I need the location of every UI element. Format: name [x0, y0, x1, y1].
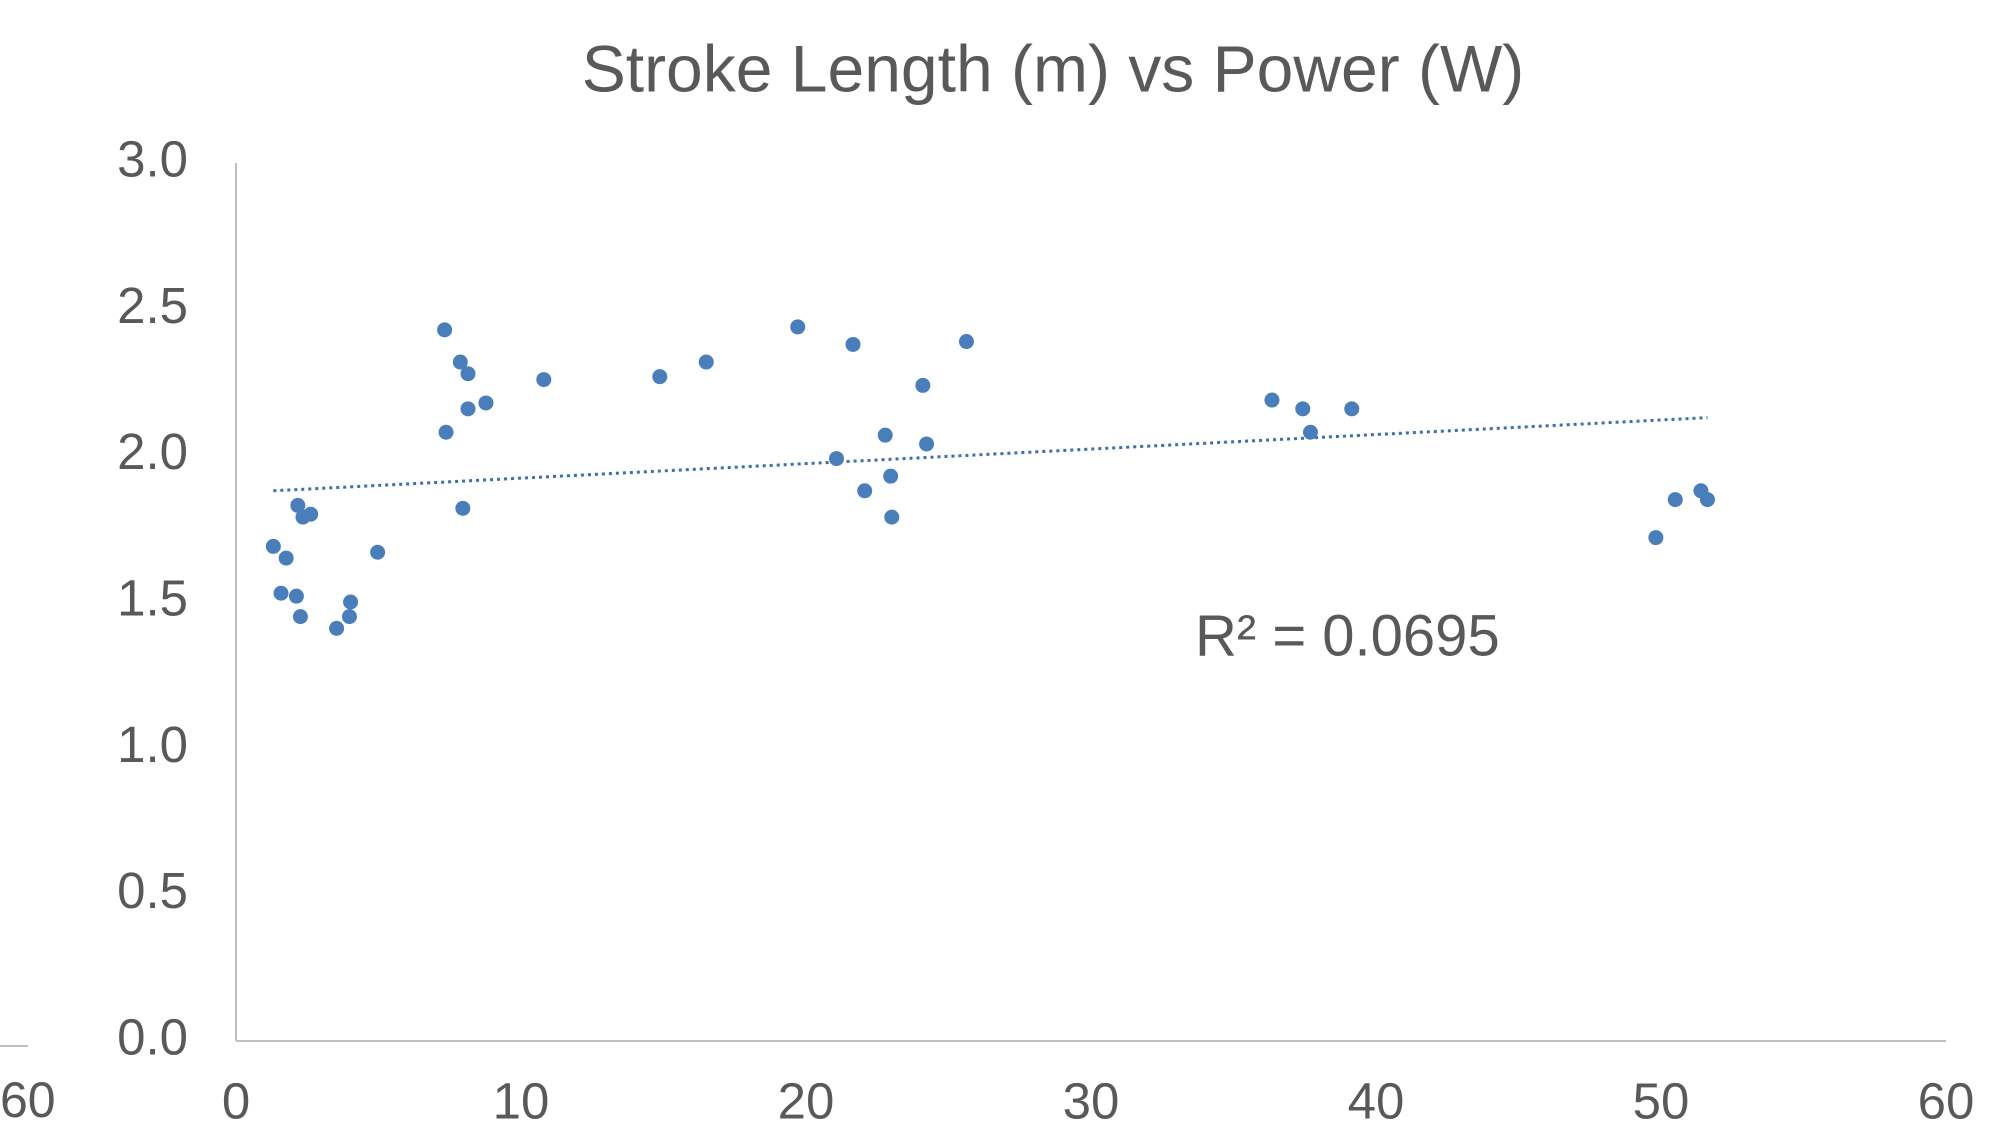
point	[290, 497, 306, 513]
point	[303, 506, 319, 522]
trendline	[273, 416, 1708, 493]
point	[884, 509, 900, 525]
y-tick-label: 0.0	[117, 1008, 188, 1065]
r-squared-annotation: R² = 0.0695	[1195, 603, 1500, 668]
point	[265, 538, 281, 554]
point	[698, 354, 714, 370]
x-tick-label: 10	[493, 1072, 550, 1122]
x-tick-label: 30	[1063, 1072, 1120, 1122]
point	[958, 334, 974, 350]
point	[1295, 401, 1311, 417]
y-tick-label: 1.0	[117, 716, 188, 773]
point	[1699, 492, 1715, 508]
point	[341, 609, 357, 625]
y-tick-label: 1.5	[117, 569, 188, 626]
point	[1648, 530, 1664, 546]
point	[273, 585, 289, 601]
point	[438, 424, 454, 440]
point	[343, 594, 359, 610]
point	[828, 451, 844, 467]
point	[1667, 492, 1683, 508]
chart-title: Stroke Length (m) vs Power (W)	[582, 31, 1525, 105]
point	[452, 354, 468, 370]
point	[857, 483, 873, 499]
y-tick-label: 0.5	[117, 862, 188, 919]
point	[329, 620, 345, 636]
point	[460, 366, 476, 382]
point	[437, 322, 453, 338]
point	[919, 436, 935, 452]
point	[1302, 424, 1318, 440]
point	[288, 588, 304, 604]
y-tick-label: 2.0	[117, 423, 188, 480]
point	[1264, 392, 1280, 408]
point	[845, 336, 861, 352]
point	[292, 609, 308, 625]
cropped-label: 60	[0, 1072, 56, 1122]
point	[790, 319, 806, 335]
point	[455, 500, 471, 516]
x-tick-label: 50	[1633, 1072, 1690, 1122]
point	[652, 369, 668, 385]
point	[370, 544, 386, 560]
point	[536, 372, 552, 388]
point	[1344, 401, 1360, 417]
y-tick-label: 2.5	[117, 277, 188, 334]
x-tick-label: 0	[222, 1072, 250, 1122]
point	[278, 550, 294, 566]
y-tick-label: 3.0	[117, 130, 188, 187]
point	[915, 377, 931, 393]
point	[460, 401, 476, 417]
point	[877, 427, 893, 443]
x-tick-label: 20	[778, 1072, 835, 1122]
point	[883, 468, 899, 484]
point	[478, 395, 494, 411]
x-tick-label: 40	[1348, 1072, 1405, 1122]
x-tick-label: 60	[1918, 1072, 1975, 1122]
